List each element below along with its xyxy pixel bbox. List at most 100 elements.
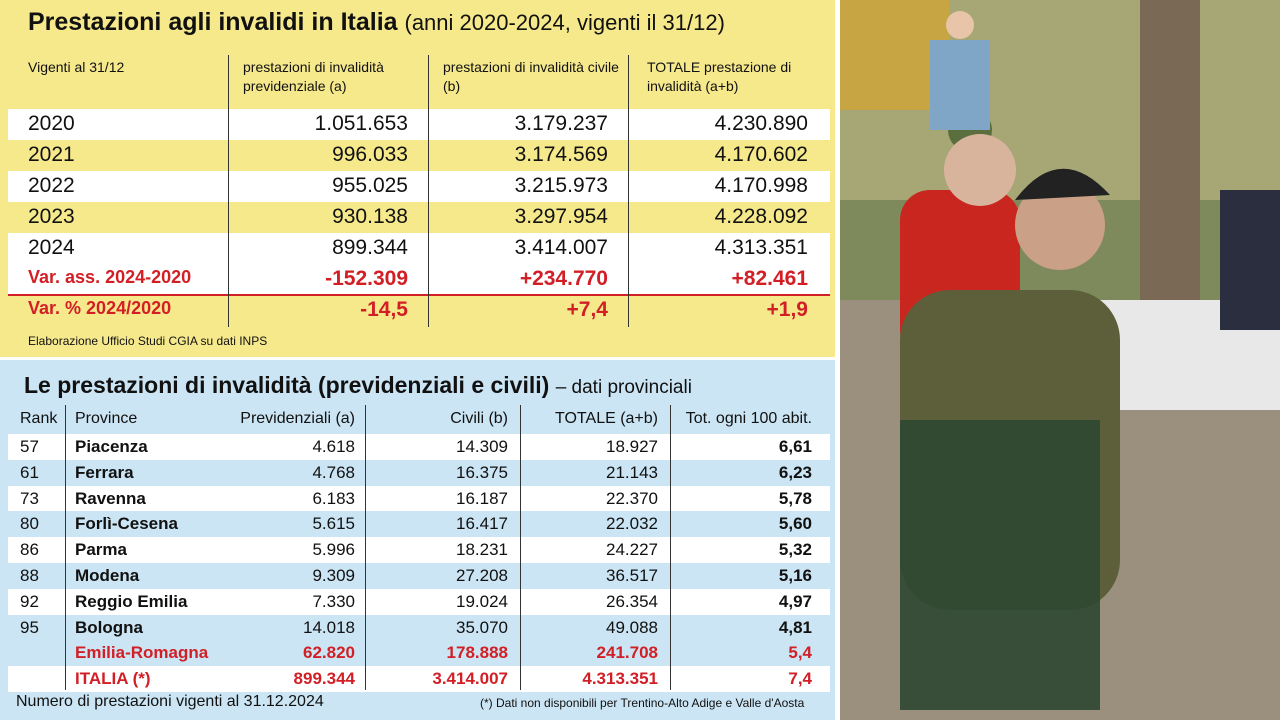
row-label: 2020: [28, 112, 75, 135]
cell: Emilia-Romagna: [75, 643, 209, 663]
title-suffix: (anni 2020-2024, vigenti il 31/12): [404, 10, 725, 35]
cell: 5,78: [778, 488, 812, 508]
cell: Modena: [75, 566, 140, 585]
title: Le prestazioni di invalidità (previdenzi…: [24, 372, 550, 398]
column-rule: [670, 405, 671, 690]
red-rule: [8, 294, 830, 296]
row-bg: [8, 640, 830, 667]
title-suffix: – dati provinciali: [555, 377, 692, 398]
cell: 3.179.237: [514, 112, 608, 135]
row-bg: [8, 459, 830, 486]
cell: 26.354: [606, 591, 658, 611]
cell: 5.615: [312, 514, 355, 534]
cell: 3.414.007: [514, 236, 608, 259]
row-bg: [8, 666, 830, 692]
cell: 18.927: [606, 437, 658, 456]
row-label: 2022: [28, 174, 75, 197]
cell: 24.227: [606, 540, 658, 560]
column-rule: [628, 55, 629, 327]
cell: Civili (b): [450, 410, 508, 427]
note: Numero di prestazioni vigenti al 31.12.2…: [16, 693, 324, 710]
cell: 14.309: [456, 437, 508, 456]
row-bg: [8, 109, 830, 140]
cell: 5,16: [778, 566, 812, 585]
cell: Ravenna: [75, 488, 146, 508]
cell: 80: [20, 514, 39, 534]
cell: 4.313.351: [582, 669, 658, 689]
row-label: 2024: [28, 236, 75, 259]
cell: ITALIA (*): [75, 669, 151, 689]
cell: 6,23: [778, 462, 812, 482]
cell: 5,32: [778, 540, 812, 560]
cell: 4.768: [312, 462, 355, 482]
cell: 4.618: [312, 437, 355, 456]
cell: 86: [20, 540, 39, 560]
row-bg: [8, 511, 830, 538]
column-rule: [365, 405, 366, 690]
row-bg: [8, 434, 830, 460]
row-bg: [8, 295, 830, 326]
row-bg: [8, 614, 830, 641]
table-title: Le prestazioni di invalidità (previdenzi…: [24, 372, 692, 399]
cell: 35.070: [456, 617, 508, 637]
row-bg: [8, 202, 830, 233]
row-bg: [8, 563, 830, 589]
cell: Forlì-Cesena: [75, 514, 178, 534]
cell: 73: [20, 488, 39, 508]
row-bg: [8, 171, 830, 202]
cell: 18.231: [456, 540, 508, 560]
cell: TOTALE (a+b): [555, 410, 658, 427]
cell: 5,4: [788, 643, 812, 663]
note: (*) Dati non disponibili per Trentino-Al…: [480, 696, 805, 710]
column-header: TOTALE prestazione di invalidità (a+b): [647, 59, 792, 94]
cell: Parma: [75, 540, 127, 560]
cell: 3.215.973: [514, 174, 608, 197]
cell: 178.888: [446, 643, 508, 663]
cell: Rank: [20, 410, 58, 427]
cell: -152.309: [325, 267, 408, 290]
row-bg: [8, 485, 830, 512]
cell: 1.051.653: [314, 112, 408, 135]
cell: 4.230.890: [714, 112, 808, 135]
table-title: Prestazioni agli invalidi in Italia (ann…: [28, 8, 725, 37]
title: Prestazioni agli invalidi in Italia: [28, 8, 398, 36]
cell: 6,61: [778, 437, 812, 456]
cell: 5.996: [312, 540, 355, 560]
cell: 95: [20, 617, 39, 637]
cell: +7,4: [566, 298, 608, 321]
cell: 36.517: [606, 566, 658, 585]
cell: 16.187: [456, 488, 508, 508]
cell: 3.297.954: [514, 205, 608, 228]
cell: 241.708: [596, 643, 658, 663]
cell: 21.143: [606, 462, 658, 482]
cell: 3.414.007: [432, 669, 508, 689]
row-label: 2023: [28, 205, 75, 228]
cell: Bologna: [75, 617, 143, 637]
cell: 4.170.998: [714, 174, 808, 197]
cell: Ferrara: [75, 462, 134, 482]
national-table: Prestazioni agli invalidi in Italia (ann…: [0, 0, 835, 357]
cell: 22.032: [606, 514, 658, 534]
cell: 88: [20, 566, 39, 585]
row-label: Var. ass. 2024-2020: [28, 267, 192, 287]
cell: 7.330: [312, 591, 355, 611]
row-label: 2021: [28, 143, 75, 166]
cell: 49.088: [606, 617, 658, 637]
cell: Piacenza: [75, 437, 148, 456]
column-rule: [65, 405, 66, 690]
column-rule: [228, 55, 229, 327]
cell: 9.309: [312, 566, 355, 585]
cell: 4.228.092: [714, 205, 808, 228]
cell: 4,97: [778, 591, 812, 611]
cell: 22.370: [606, 488, 658, 508]
cell: 955.025: [332, 174, 408, 197]
column-header: prestazioni di invalidità previdenziale …: [243, 59, 384, 94]
column-rule: [520, 405, 521, 690]
province-table: Le prestazioni di invalidità (previdenzi…: [0, 360, 835, 720]
row-bg: [8, 264, 830, 295]
cell: Reggio Emilia: [75, 591, 188, 611]
cell: 6.183: [312, 488, 355, 508]
cell: 14.018: [303, 617, 355, 637]
cell: +234.770: [519, 267, 608, 290]
